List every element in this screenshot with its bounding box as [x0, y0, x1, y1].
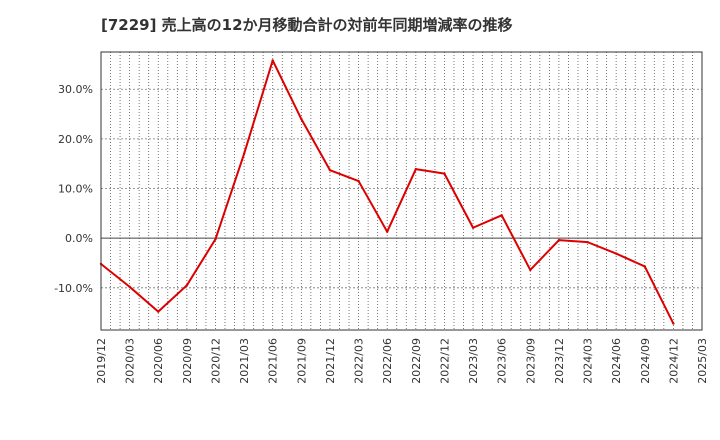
data-point: [185, 284, 189, 287]
x-tick-label: 2020/09: [181, 338, 194, 384]
x-tick-label: 2020/06: [152, 338, 165, 384]
data-point: [643, 265, 646, 268]
x-tick-label: 2021/03: [238, 338, 251, 384]
data-point: [414, 167, 418, 171]
data-point: [385, 230, 389, 233]
x-tick-label: 2023/12: [553, 338, 566, 384]
x-tick-label: 2023/09: [524, 338, 537, 384]
y-tick-label: 30.0%: [58, 83, 93, 96]
series-line: [100, 59, 675, 324]
x-tick-label: 2019/12: [95, 338, 108, 384]
data-point: [672, 322, 675, 325]
data-point: [300, 117, 303, 121]
data-point: [471, 226, 475, 229]
x-tick-label: 2022/06: [381, 338, 394, 384]
data-point: [529, 268, 532, 272]
x-tick-label: 2024/09: [639, 338, 652, 384]
data-point: [157, 310, 160, 313]
x-tick-label: 2024/06: [610, 338, 623, 384]
data-point: [242, 152, 246, 155]
x-tick-label: 2021/12: [324, 338, 337, 384]
data-point: [328, 168, 332, 172]
data-point: [586, 240, 589, 244]
y-tick-label: -10.0%: [54, 282, 93, 295]
y-tick-label: 10.0%: [58, 183, 93, 196]
x-tick-label: 2020/03: [124, 338, 137, 384]
x-tick-label: 2023/03: [467, 338, 480, 384]
data-point: [500, 214, 503, 217]
x-tick-label: 2021/06: [267, 338, 280, 384]
x-tick-label: 2023/06: [496, 338, 509, 384]
x-tick-label: 2022/03: [353, 338, 366, 384]
data-point: [128, 285, 131, 289]
x-tick-label: 2022/09: [410, 338, 423, 384]
x-tick-label: 2022/12: [438, 338, 451, 384]
data-point: [614, 252, 618, 255]
data-point: [557, 238, 561, 242]
chart-title: [7229] 売上高の12か月移動合計の対前年同期増減率の推移: [101, 16, 513, 34]
data-point: [357, 179, 360, 183]
data-point: [443, 172, 446, 175]
x-tick-label: 2020/12: [209, 338, 222, 384]
x-tick-label: 2025/03: [696, 338, 709, 384]
data-point: [271, 59, 274, 62]
x-tick-label: 2024/12: [667, 338, 680, 384]
plot-area-border: [100, 51, 703, 331]
y-tick-label: 20.0%: [58, 133, 93, 146]
data-point: [214, 237, 217, 241]
y-tick-label: 0.0%: [65, 232, 93, 245]
x-tick-label: 2021/09: [295, 338, 308, 384]
x-tick-label: 2024/03: [582, 338, 595, 384]
